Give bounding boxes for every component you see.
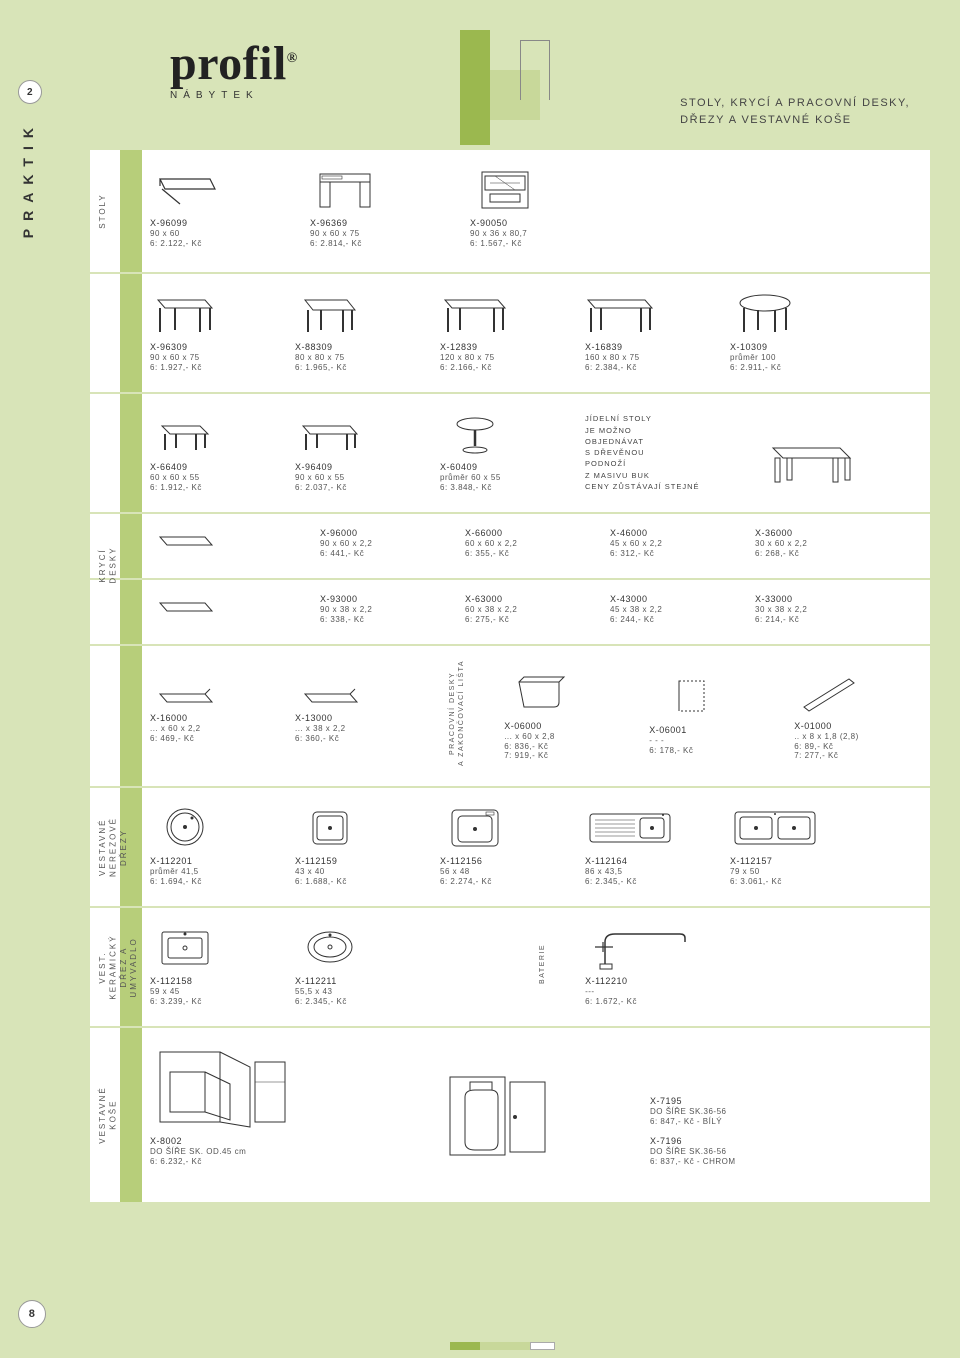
section-stoly-row3: X-66409 60 x 60 x 55 6: 1.912,- Kč X-964… [90,394,930,514]
faucet-icon [585,922,705,972]
oval-sink-icon [295,922,365,972]
product-item: X-66409 60 x 60 x 55 6: 1.912,- Kč [150,408,265,492]
square-sink-icon [295,802,365,852]
strip-icon [794,667,864,717]
low-table-icon [150,408,220,458]
page-title: STOLY, KRYCÍ A PRACOVNÍ DESKY, DŘEZY A V… [680,95,910,128]
sidebar-label-drezy: VESTAVNÉ NEREZOVÉ DŘEZY [98,817,129,877]
panel-open-icon [295,684,365,709]
worktop-icon [504,667,574,717]
header-decoration [460,30,540,145]
inline-vertical-baterie: BATERIE [538,944,547,984]
ceramic-sink-icon [150,922,220,972]
folding-table-icon [150,164,220,214]
footer-decoration [450,1342,555,1350]
page-number: 8 [18,1300,46,1328]
section-stoly-row2: X-96309 90 x 60 x 75 6: 1.927,- Kč X-883… [90,274,930,394]
product-item: X-96369 90 x 60 x 75 6: 2.814,- Kč [310,164,425,248]
product-item: X-112156 56 x 48 6: 2.274,- Kč [440,802,555,886]
section-stoly-row1: STOLY X-96099 90 x 60 6: 2.122,- Kč X-96… [90,150,930,274]
section-kryci-row2: X-93000 90 x 38 x 2,2 6: 338,- Kč X-6300… [90,580,930,646]
product-item: X-01000 .. x 8 x 1,8 (2,8) 6: 89,- Kč 7:… [794,667,909,760]
logo: profil® NÁBYTEK [170,40,298,101]
product-item: X-06001 - - - 6: 178,- Kč [649,671,764,755]
product-item: X-93000 90 x 38 x 2,2 6: 338,- Kč [320,594,435,624]
table-icon [585,288,655,338]
product-item: X-88309 80 x 80 x 75 6: 1.965,- Kč [295,288,410,372]
pullout-bin-icon [150,1042,300,1132]
round-sink-icon [150,802,220,852]
product-item: X-90050 90 x 36 x 80,7 6: 1.567,- Kč [470,164,585,248]
product-item: X-33000 30 x 38 x 2,2 6: 214,- Kč [755,594,870,624]
panel-open-icon [150,684,220,709]
desk-icon [310,164,380,214]
product-item: X-06000 ... x 60 x 2,8 6: 836,- Kč 7: 91… [504,667,619,760]
wood-table-icon [765,438,880,492]
product-item: X-36000 30 x 60 x 2,2 6: 268,- Kč [755,528,870,558]
note: JÍDELNÍ STOLY JE MOŽNO OBJEDNÁVAT S DŘEV… [585,413,735,492]
product-item: X-10309 průměr 100 6: 2.911,- Kč [730,288,845,372]
low-table-icon [295,408,365,458]
section-drezy: VESTAVNÉ NEREZOVÉ DŘEZY X-112201 průměr … [90,788,930,908]
section-kose: VESTAVNÉ KOŠE X-8002 DO ŠÍŘE SK. OD.45 c… [90,1028,930,1202]
vertical-label: PRAKTIK [20,120,36,238]
cabinet-icon [470,164,540,214]
product-item: X-12839 120 x 80 x 75 6: 2.166,- Kč [440,288,555,372]
sidebar-label-stoly: STOLY [98,193,108,229]
product-item: X-46000 45 x 60 x 2,2 6: 312,- Kč [610,528,725,558]
product-item: X-112210 --- 6: 1.672,- Kč [585,922,765,1006]
round-table-icon [730,288,800,338]
product-item: X-112164 86 x 43,5 6: 2.345,- Kč [585,802,700,886]
product-item: X-96409 90 x 60 x 55 6: 2.037,- Kč [295,408,410,492]
sink-with-tap-icon [440,802,510,852]
sidebar-label-keramicky: VEST. KERAMICKÝ DŘEZ A UMYVADLO [98,934,140,999]
top-section-number: 2 [18,80,42,104]
sidebar-label-kryci: KRYCÍ DESKY [98,547,119,584]
section-keramicky: VEST. KERAMICKÝ DŘEZ A UMYVADLO X-112158… [90,908,930,1028]
product-item: X-16000 ... x 60 x 2,2 6: 469,- Kč [150,684,265,743]
header: profil® NÁBYTEK STOLY, KRYCÍ A PRACOVNÍ … [60,30,930,150]
edge-profile-icon [649,671,719,721]
table-icon [150,288,220,338]
product-item: X-8002 DO ŠÍŘE SK. OD.45 cm 6: 6.232,- K… [150,1042,410,1166]
product-item: X-13000 ... x 38 x 2,2 6: 360,- Kč [295,684,410,743]
product-item: X-112157 79 x 50 6: 3.061,- Kč [730,802,845,886]
product-item: X-60409 průměr 60 x 55 6: 3.848,- Kč [440,408,555,492]
content: STOLY X-96099 90 x 60 6: 2.122,- Kč X-96… [90,150,930,1202]
section-pracovni: X-16000 ... x 60 x 2,2 6: 469,- Kč X-130… [90,646,930,788]
section-kryci-row1: KRYCÍ DESKY X-96000 90 x 60 x 2,2 6: 441… [90,514,930,580]
table-icon [295,288,365,338]
product-item: X-112211 55,5 x 43 6: 2.345,- Kč [295,922,410,1006]
sidebar-label-kose: VESTAVNÉ KOŠE [98,1086,119,1144]
product-item: X-112201 průměr 41,5 6: 1.694,- Kč [150,802,265,886]
sink-drainer-icon [585,802,675,852]
pedestal-table-icon [440,408,510,458]
product-item: X-63000 60 x 38 x 2,2 6: 275,- Kč [465,594,580,624]
product-list: X-7195 DO ŠÍŘE SK.36-56 6: 847,- Kč - BÍ… [650,1096,850,1166]
panel-icon [150,529,290,558]
product-item: X-96099 90 x 60 6: 2.122,- Kč [150,164,265,248]
product-item: X-96309 90 x 60 x 75 6: 1.927,- Kč [150,288,265,372]
table-icon [440,288,510,338]
product-item: X-43000 45 x 38 x 2,2 6: 244,- Kč [610,594,725,624]
swing-bin-icon-holder [440,1072,620,1166]
swing-bin-icon [440,1072,560,1162]
double-sink-icon [730,802,820,852]
inline-vertical-label: PRACOVNÍ DESKY A ZAKONČOVACÍ LIŠTA [448,660,466,766]
product-item: X-112159 43 x 40 6: 1.688,- Kč [295,802,410,886]
product-item: X-112158 59 x 45 6: 3.239,- Kč [150,922,265,1006]
product-item: X-96000 90 x 60 x 2,2 6: 441,- Kč [320,528,435,558]
product-item: X-66000 60 x 60 x 2,2 6: 355,- Kč [465,528,580,558]
product-item: X-16839 160 x 80 x 75 6: 2.384,- Kč [585,288,700,372]
panel-icon [150,595,290,624]
